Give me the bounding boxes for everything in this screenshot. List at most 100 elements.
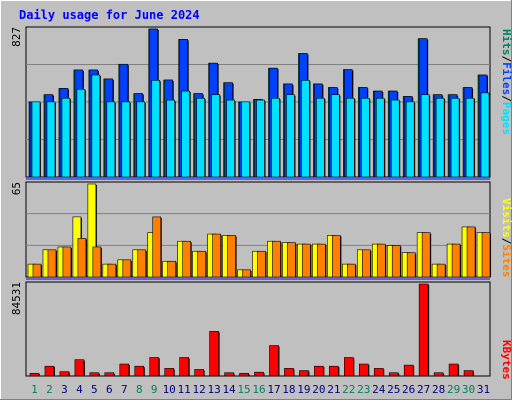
hits-panel: 827 Hits/Files/Pages: [10, 26, 512, 180]
pages-bar-day-3: [61, 97, 71, 178]
day-label-3: 3: [61, 383, 68, 396]
legend-separator: /: [500, 95, 512, 102]
day-label-10: 10: [163, 383, 176, 396]
day-label-9: 9: [151, 383, 158, 396]
sites-bar-day-4: [77, 238, 87, 278]
kbytes-y-max-label: 84531: [10, 282, 23, 315]
kbytes-bar-day-28: [433, 372, 444, 377]
sites-bar-day-11: [182, 240, 191, 278]
kbytes-bar-day-23: [358, 363, 369, 377]
kbytes-bar-day-14: [224, 372, 234, 377]
sites-bar-day-6: [107, 263, 117, 278]
day-label-13: 13: [207, 383, 220, 396]
pages-bar-day-23: [360, 97, 370, 178]
kbytes-bar-day-20: [314, 365, 324, 377]
sites-bar-day-21: [332, 235, 341, 278]
legend-pages: Pages: [500, 102, 512, 135]
day-label-17: 17: [267, 383, 280, 396]
visits-panel: 65 Visits/Sites: [10, 181, 512, 280]
sites-bar-day-12: [197, 250, 206, 278]
sites-bar-day-19: [302, 243, 311, 278]
kbytes-bar-day-22: [344, 357, 354, 377]
plot-area: [25, 281, 491, 377]
day-labels: 1 2 3 4 5 6 7 8 9 10 11 12 13 14 15 16 17 18 19 20 21 22 23 24 2…: [31, 383, 490, 396]
kbytes-bar-day-6: [104, 372, 115, 377]
kbytes-bar-day-25: [388, 372, 399, 377]
day-label-29: 29: [447, 383, 460, 396]
pages-bar-day-30: [465, 97, 475, 178]
day-label-16: 16: [252, 383, 265, 396]
kbytes-bar-day-5: [89, 372, 100, 377]
sites-bar-day-8: [137, 249, 147, 278]
pages-bar-day-1: [31, 101, 41, 178]
day-label-18: 18: [282, 383, 295, 396]
pages-bar-day-11: [181, 90, 190, 178]
day-label-12: 12: [193, 383, 206, 396]
visits-plot: [25, 181, 492, 280]
pages-bar-day-10: [166, 99, 176, 178]
kbytes-bar-day-4: [74, 359, 85, 377]
legend-separator: /: [500, 238, 512, 245]
svg-text:Hits/Files/Pages: Hits/Files/Pages: [500, 29, 512, 135]
sites-bar-day-22: [347, 263, 356, 278]
sites-bar-day-9: [152, 216, 162, 278]
pages-bar-day-27: [420, 94, 430, 178]
day-label-28: 28: [432, 383, 445, 396]
kbytes-bar-day-3: [59, 371, 70, 377]
kbytes-bar-day-7: [119, 363, 130, 377]
kbytes-bar-day-11: [179, 357, 189, 377]
kbytes-bar-day-12: [194, 369, 204, 377]
sites-bar-day-23: [361, 249, 371, 278]
pages-bar-day-29: [450, 97, 460, 178]
kbytes-legend: KBytes: [500, 340, 512, 380]
sites-bar-day-10: [167, 260, 177, 278]
legend-separator: /: [500, 56, 512, 63]
visits-legend: Visits/Sites: [500, 198, 512, 278]
day-label-8: 8: [136, 383, 143, 396]
sites-bar-day-13: [212, 233, 221, 278]
sites-bar-day-30: [466, 226, 476, 278]
day-label-20: 20: [312, 383, 325, 396]
pages-bar-day-21: [331, 94, 340, 178]
kbytes-bar-day-9: [149, 357, 160, 377]
kbytes-bar-day-15: [239, 372, 249, 377]
pages-bar-day-4: [76, 89, 86, 178]
kbytes-bar-day-24: [373, 368, 384, 377]
sites-bar-day-7: [122, 259, 132, 278]
day-label-2: 2: [46, 383, 53, 396]
sites-bar-day-31: [481, 232, 491, 278]
day-label-30: 30: [462, 383, 475, 396]
day-label-21: 21: [327, 383, 340, 396]
svg-text:Visits/Sites: Visits/Sites: [500, 198, 512, 278]
pages-bar-day-8: [136, 101, 146, 178]
kbytes-bar-day-13: [209, 331, 219, 377]
pages-bar-day-5: [91, 74, 101, 178]
kbytes-bar-day-10: [164, 368, 175, 377]
sites-bar-day-17: [272, 240, 281, 278]
sites-bar-day-28: [436, 263, 446, 278]
sites-bar-day-2: [47, 249, 57, 278]
pages-bar-day-31: [480, 92, 490, 178]
day-label-6: 6: [106, 383, 113, 396]
sites-bar-day-26: [406, 252, 416, 278]
kbytes-bar-day-1: [29, 372, 40, 377]
pages-bar-day-19: [301, 80, 310, 178]
kbytes-bar-day-30: [463, 370, 474, 377]
chart-title: Daily usage for June 2024: [19, 8, 200, 22]
sites-bar-day-25: [391, 245, 401, 278]
pages-bar-day-22: [346, 97, 355, 178]
sites-bar-day-20: [317, 243, 326, 278]
sites-bar-day-27: [421, 232, 431, 278]
hits-y-max-label: 827: [10, 27, 23, 47]
sites-bar-day-24: [376, 243, 386, 278]
sites-bar-day-14: [227, 235, 236, 278]
pages-bar-day-7: [121, 101, 131, 178]
kbytes-bar-day-27: [418, 283, 429, 377]
day-label-27: 27: [417, 383, 430, 396]
kbytes-bar-day-19: [299, 370, 309, 377]
pages-bar-day-26: [405, 101, 415, 178]
sites-bar-day-15: [242, 269, 251, 278]
pages-bar-day-17: [271, 97, 280, 178]
legend-visits: Visits: [500, 198, 512, 238]
